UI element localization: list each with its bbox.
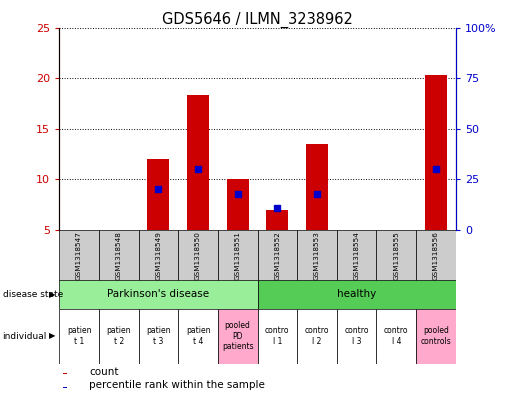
Text: patien
t 2: patien t 2 — [107, 326, 131, 346]
Bar — [139, 309, 178, 364]
Bar — [63, 387, 67, 388]
Bar — [297, 230, 337, 281]
Text: GSM1318548: GSM1318548 — [116, 231, 122, 280]
Text: GSM1318550: GSM1318550 — [195, 231, 201, 280]
Bar — [218, 309, 258, 364]
Bar — [306, 144, 328, 230]
Bar — [258, 280, 456, 309]
Text: contro
l 1: contro l 1 — [265, 326, 289, 346]
Bar — [258, 309, 297, 364]
Bar — [178, 230, 218, 281]
Bar — [297, 309, 337, 364]
Bar — [99, 230, 139, 281]
Text: GSM1318553: GSM1318553 — [314, 231, 320, 280]
Text: contro
l 2: contro l 2 — [305, 326, 329, 346]
Text: pooled
controls: pooled controls — [421, 326, 451, 346]
Bar — [59, 309, 99, 364]
Bar — [337, 309, 376, 364]
Text: GSM1318555: GSM1318555 — [393, 231, 399, 280]
Text: GSM1318552: GSM1318552 — [274, 231, 280, 280]
Bar — [139, 230, 178, 281]
Bar — [416, 230, 456, 281]
Text: count: count — [89, 367, 118, 377]
Text: pooled
PD
patients: pooled PD patients — [222, 321, 253, 351]
Bar — [99, 309, 139, 364]
Text: individual: individual — [3, 332, 47, 340]
Text: patien
t 4: patien t 4 — [186, 326, 210, 346]
Text: GSM1318549: GSM1318549 — [156, 231, 161, 280]
Bar — [258, 230, 297, 281]
Text: GSM1318547: GSM1318547 — [76, 231, 82, 280]
Text: GDS5646 / ILMN_3238962: GDS5646 / ILMN_3238962 — [162, 12, 353, 28]
Text: healthy: healthy — [337, 289, 376, 299]
Text: Parkinson's disease: Parkinson's disease — [107, 289, 210, 299]
Text: GSM1318551: GSM1318551 — [235, 231, 241, 280]
Bar — [416, 309, 456, 364]
Bar — [178, 309, 218, 364]
Text: patien
t 1: patien t 1 — [67, 326, 91, 346]
Text: GSM1318554: GSM1318554 — [354, 231, 359, 280]
Text: contro
l 4: contro l 4 — [384, 326, 408, 346]
Bar — [425, 75, 447, 230]
Text: GSM1318556: GSM1318556 — [433, 231, 439, 280]
Bar — [187, 95, 209, 230]
Text: disease state: disease state — [3, 290, 63, 299]
Text: contro
l 3: contro l 3 — [345, 326, 369, 346]
Text: percentile rank within the sample: percentile rank within the sample — [89, 380, 265, 390]
Bar — [59, 230, 99, 281]
Bar — [218, 230, 258, 281]
Bar — [147, 159, 169, 230]
Text: ▶: ▶ — [49, 332, 56, 340]
Bar — [63, 373, 67, 375]
Bar — [376, 309, 416, 364]
Bar — [59, 280, 258, 309]
Bar — [337, 230, 376, 281]
Bar — [227, 179, 249, 230]
Bar — [376, 230, 416, 281]
Text: ▶: ▶ — [49, 290, 56, 299]
Bar — [266, 209, 288, 230]
Text: patien
t 3: patien t 3 — [146, 326, 170, 346]
